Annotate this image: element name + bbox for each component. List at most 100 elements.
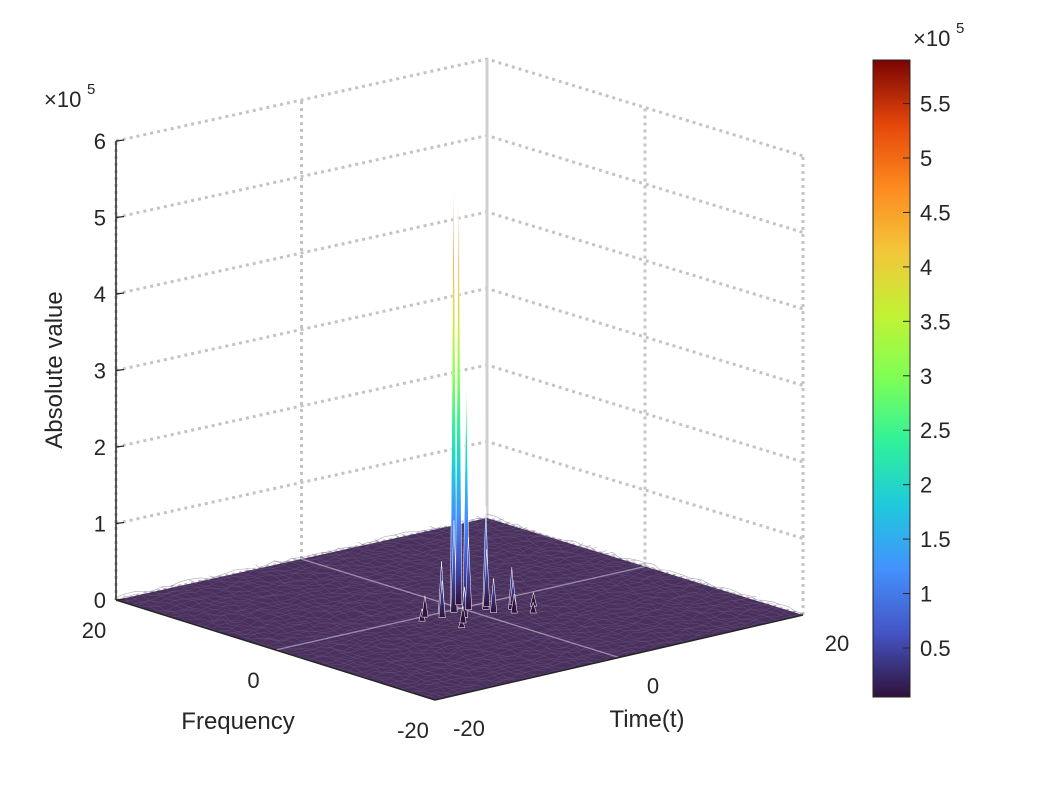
colorbar-tick-label: 4 (920, 255, 932, 280)
colorbar-tick-label: 1.5 (920, 527, 951, 552)
mesh-line (290, 568, 661, 654)
mesh-line (476, 516, 794, 618)
peak-spike (421, 595, 429, 618)
mesh-line (228, 546, 597, 634)
mesh-line (485, 513, 804, 615)
x-tick-label: -20 (453, 716, 485, 741)
mesh-line (379, 597, 749, 681)
mesh-line (374, 539, 692, 638)
y-axis-label: Frequency (181, 708, 294, 735)
peak (490, 578, 498, 613)
x-tick-label: 0 (647, 674, 659, 699)
peak (459, 606, 467, 624)
mesh-line (459, 519, 777, 621)
x-axis-line (434, 614, 804, 701)
peak (455, 187, 463, 606)
z-axis-exponent: ×10 5 (44, 81, 95, 112)
colorbar-tick-label: 2.5 (920, 418, 951, 443)
z-axis-label: Absolute value (41, 291, 68, 448)
mesh-line (203, 540, 574, 628)
peak (464, 537, 472, 611)
peak-spike (490, 578, 498, 613)
mesh-line (298, 572, 669, 656)
ridge-line (275, 565, 646, 651)
colorbar-ticks: 0.5 1 1.5 2 2.5 3 3.5 4 4.5 5 5.5 (903, 92, 951, 661)
x-tick-label: 20 (825, 631, 849, 656)
z-tick-label: 3 (94, 359, 106, 384)
colorbar: 0.5 1 1.5 2 2.5 3 3.5 4 4.5 5 5.5 ×10 5 (872, 20, 964, 698)
mesh-line (371, 593, 741, 679)
y-axis-line (115, 599, 436, 701)
mesh-line (321, 551, 637, 652)
mesh-line (274, 560, 593, 664)
z-tick-mark (115, 368, 125, 372)
mesh-line (339, 582, 708, 669)
z-tick-mark (115, 292, 125, 295)
mesh-line (171, 534, 544, 615)
mesh-line (188, 579, 508, 680)
mesh-line (363, 592, 733, 677)
mesh-line (124, 518, 496, 602)
z-tick-mark (115, 215, 125, 219)
mesh-line (434, 613, 804, 700)
z-tick-label: 6 (94, 129, 106, 154)
mesh-line (179, 535, 551, 617)
peak-spike (464, 537, 472, 611)
peak (529, 601, 537, 614)
z-tick-mark (115, 598, 125, 601)
colorbar-gradient (872, 59, 911, 698)
mesh-line (170, 584, 489, 687)
peak-spike (438, 580, 446, 618)
z-exponent-value: 5 (87, 81, 95, 98)
y-tick-label: 20 (82, 618, 106, 643)
x-axis-label: Time(t) (609, 706, 684, 733)
mesh-line (252, 557, 622, 640)
mesh-line (235, 573, 554, 670)
z-tick-label: 5 (94, 206, 106, 231)
mesh-line (212, 543, 584, 629)
svg-text:×10: ×10 (913, 26, 950, 51)
mesh-line (426, 610, 797, 697)
mesh-line (386, 539, 703, 637)
z-tick-label: 4 (94, 282, 106, 307)
mesh-line (196, 540, 567, 626)
mesh-line (115, 517, 489, 598)
peak-spike (529, 601, 537, 614)
peak-spike (510, 593, 518, 614)
mesh-line (421, 529, 739, 628)
colorbar-tick-label: 1 (920, 582, 932, 607)
mesh-line (123, 595, 445, 698)
mesh-line (393, 602, 765, 686)
mesh-line (144, 590, 462, 694)
y-tick-label: -20 (397, 718, 429, 743)
colorbar-tick-label: 0.5 (920, 636, 951, 661)
mesh-line (347, 585, 718, 673)
colorbar-tick-label: 4.5 (920, 200, 951, 225)
z-tick-label: 1 (94, 512, 106, 537)
peak (510, 593, 518, 614)
z-tick-mark (115, 445, 125, 448)
colorbar-tick-label: 2 (920, 473, 932, 498)
mesh-line (401, 603, 773, 689)
y-tick-label: 0 (247, 668, 259, 693)
peak (421, 595, 429, 618)
mesh-line (151, 590, 474, 688)
tick-labels: 0 1 2 3 4 5 6 20 0 -20 -20 0 20 (82, 129, 849, 743)
mesh-line (208, 575, 526, 678)
peak (483, 549, 491, 607)
colorbar-tick-label: 3.5 (920, 309, 951, 334)
mesh-line (322, 577, 694, 664)
mesh-line (308, 574, 676, 661)
surface-peaks (418, 174, 537, 628)
colorbar-exponent: ×10 5 (913, 20, 964, 51)
mesh-line (244, 554, 615, 640)
z-tick-label: 2 (94, 435, 106, 460)
mesh-line (393, 534, 711, 633)
svg-text:×10: ×10 (44, 87, 81, 112)
mesh-line (450, 525, 767, 623)
mesh-line (138, 521, 511, 606)
peak-spike (459, 606, 467, 624)
mesh-line (439, 526, 759, 622)
z-tick-label: 0 (94, 588, 106, 613)
z-tick-mark (115, 139, 125, 142)
